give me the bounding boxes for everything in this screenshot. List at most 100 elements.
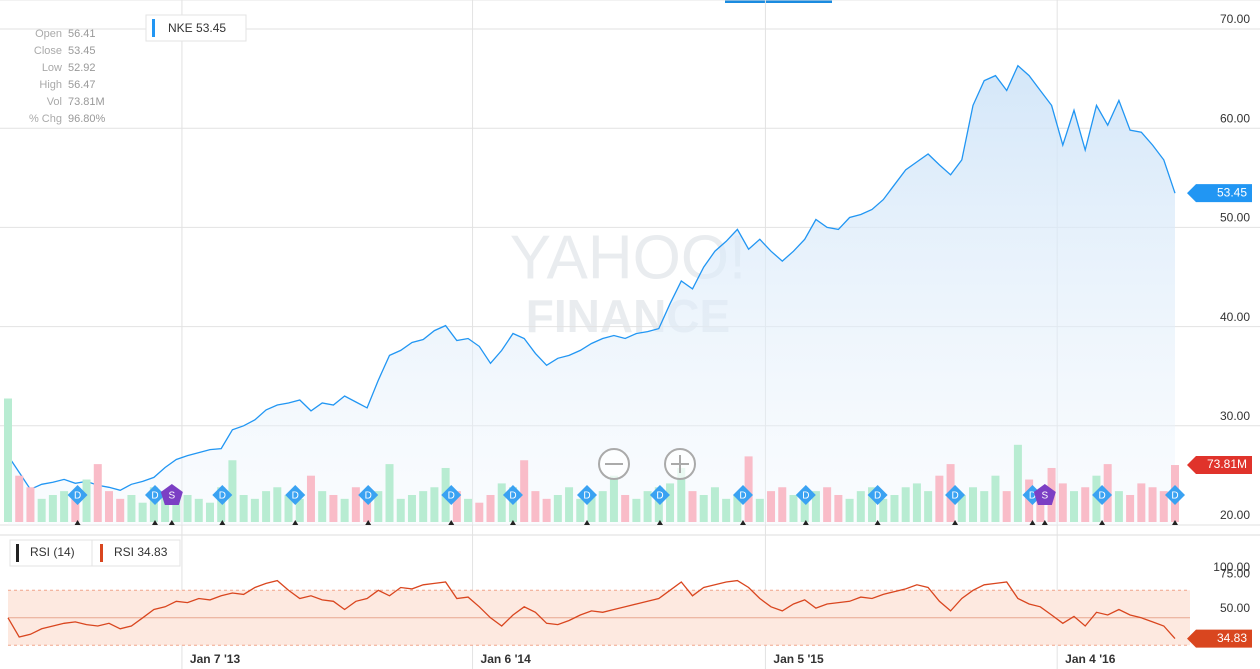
event-label: D xyxy=(448,491,455,502)
quote-label: % Chg xyxy=(29,113,62,125)
volume-bar xyxy=(1058,483,1067,522)
volume-bar xyxy=(4,398,12,522)
rsi-swatch xyxy=(100,544,103,562)
volume-bar xyxy=(823,487,832,522)
volume-bar xyxy=(15,475,24,522)
volume-bar xyxy=(374,491,383,522)
volume-bar xyxy=(1148,487,1157,522)
volume-bar xyxy=(138,502,147,522)
legend: NKE 53.45 xyxy=(145,14,247,42)
volume-bar xyxy=(37,498,46,522)
volume-bar xyxy=(576,498,585,522)
volume-bar xyxy=(621,494,630,522)
volume-bar xyxy=(654,487,663,522)
volume-bar xyxy=(609,475,618,522)
rsi-indicator-swatch xyxy=(16,544,19,562)
x-tick-label: Jan 6 '14 xyxy=(481,652,532,666)
event-tick xyxy=(802,520,809,525)
volume-bar xyxy=(1126,494,1135,522)
legend-value: 53.45 xyxy=(196,21,226,35)
volume-bar xyxy=(1159,491,1168,522)
volume-bar xyxy=(1013,444,1022,522)
volume-bar xyxy=(82,479,91,522)
volume-bar xyxy=(93,464,102,522)
volume-bar xyxy=(778,487,787,522)
volume-bar xyxy=(262,491,271,522)
y-tick-label: 20.00 xyxy=(1220,508,1250,522)
volume-bar xyxy=(912,483,921,522)
volume-bar xyxy=(1081,487,1090,522)
legend-name: NKE xyxy=(168,21,193,35)
volume-bar xyxy=(419,491,428,522)
volume-bar xyxy=(901,487,910,522)
volume-bar xyxy=(643,491,652,522)
volume-bar xyxy=(733,494,742,522)
volume-bar xyxy=(363,494,372,522)
event-tick xyxy=(1029,520,1036,525)
y-tick-label: 30.00 xyxy=(1220,409,1250,423)
volume-bar xyxy=(1070,491,1079,522)
dividend-marker xyxy=(795,485,816,505)
quote-value: 56.47 xyxy=(68,79,96,91)
zoom-out[interactable] xyxy=(598,448,630,480)
volume-bar xyxy=(127,494,136,522)
volume-bar xyxy=(980,491,989,522)
volume-bar xyxy=(834,494,843,522)
event-tick xyxy=(448,520,455,525)
event-tick xyxy=(1172,520,1178,525)
volume-bar xyxy=(755,498,764,522)
volume-bar xyxy=(1036,494,1045,522)
volume-bar xyxy=(789,494,798,522)
event-tick xyxy=(219,520,226,525)
y-tick-label: 40.00 xyxy=(1220,310,1250,324)
volume-bar xyxy=(340,498,349,522)
event-label: D xyxy=(74,491,81,502)
volume-bar xyxy=(273,487,282,522)
quote-label: Vol xyxy=(47,96,62,108)
rsi-badge xyxy=(1187,629,1252,648)
volume-bar xyxy=(239,494,248,522)
volume-bar xyxy=(183,494,192,522)
split-marker xyxy=(1033,484,1056,505)
quote-label: Close xyxy=(34,45,62,57)
rsi-tick-label: 100.00 xyxy=(1213,560,1250,574)
event-label: D xyxy=(1098,491,1105,502)
zoom-in[interactable] xyxy=(664,448,696,480)
x-tick-label: Jan 4 '16 xyxy=(1065,652,1116,666)
quote-label: Low xyxy=(42,62,62,74)
event-tick xyxy=(365,520,372,525)
volume-bar xyxy=(194,498,203,522)
rsi-legend-label: RSI 34.83 xyxy=(114,545,168,559)
volume-bar xyxy=(991,475,1000,522)
volume-bar xyxy=(1137,483,1146,522)
volume-bar xyxy=(767,491,776,522)
event-tick xyxy=(952,520,959,525)
event-tick xyxy=(656,520,663,525)
dividend-marker xyxy=(441,485,462,505)
volume-bar xyxy=(149,487,158,522)
dividend-marker xyxy=(212,485,233,505)
quote-value: 56.41 xyxy=(68,28,96,40)
quote-value: 53.45 xyxy=(68,45,96,57)
tab-indicator xyxy=(725,0,832,3)
volume-bar xyxy=(60,491,69,522)
volume-bar xyxy=(969,487,978,522)
dividend-marker xyxy=(1092,485,1113,505)
volume-bar xyxy=(565,487,574,522)
volume-bar xyxy=(26,487,35,522)
volume-bar xyxy=(396,498,405,522)
event-label: D xyxy=(509,491,516,502)
event-label: D xyxy=(583,491,590,502)
dividend-marker xyxy=(577,485,598,505)
volume-bar xyxy=(318,491,327,522)
x-tick-label: Jan 7 '13 xyxy=(190,652,241,666)
rsi-badge-label: 34.83 xyxy=(1217,631,1247,645)
volume-bar xyxy=(306,475,315,522)
legend-label: NKE 53.45 xyxy=(168,21,226,35)
event-label: D xyxy=(739,491,746,502)
event-label: S xyxy=(1041,491,1048,502)
event-tick xyxy=(292,520,299,525)
event-tick xyxy=(1099,520,1106,525)
volume-bar xyxy=(879,498,888,522)
quote-value: 73.81M xyxy=(68,96,105,108)
